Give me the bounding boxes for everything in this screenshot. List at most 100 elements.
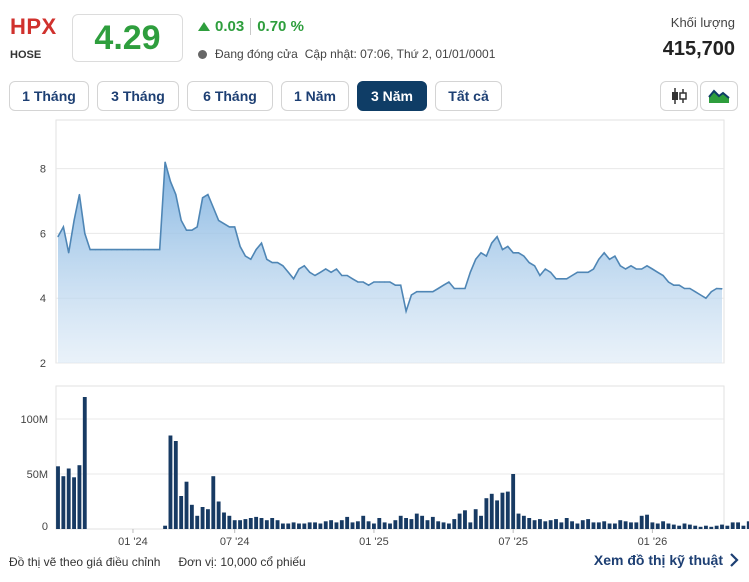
volume-bar <box>82 397 87 529</box>
price-point <box>346 274 348 277</box>
volume-bar <box>452 519 457 529</box>
price-point <box>410 294 413 296</box>
volume-bar <box>425 520 430 529</box>
volume-bar <box>661 521 666 529</box>
price-point <box>110 249 113 251</box>
chevron-right-icon <box>730 553 739 567</box>
price-point <box>421 291 423 293</box>
price-point <box>218 219 220 222</box>
volume-bar <box>275 520 280 529</box>
volume-bar <box>634 522 639 529</box>
price-point <box>662 274 664 277</box>
price-point <box>73 219 75 222</box>
volume-bar <box>211 476 216 529</box>
volume-bar <box>709 526 714 529</box>
volume-bar <box>179 496 184 529</box>
price-point <box>426 291 429 293</box>
price-point <box>159 249 161 251</box>
volume-bar <box>393 520 398 529</box>
price-point <box>485 255 487 257</box>
tab-1-year[interactable]: 1 Năm <box>281 81 349 111</box>
price-tick-label: 4 <box>40 293 46 305</box>
price-point <box>148 249 150 251</box>
volume-value: 415,700 <box>662 38 735 60</box>
price-point <box>367 284 370 286</box>
volume-bar <box>56 466 60 529</box>
price-point <box>716 287 718 290</box>
area-chart-button[interactable] <box>700 81 738 111</box>
unit-note: Đơn vị: 10,000 cổ phiếu <box>178 555 306 569</box>
volume-bar <box>404 518 408 529</box>
price-point <box>571 274 573 277</box>
volume-tick-label: 0 <box>42 521 48 533</box>
price-change: 0.03 0.70 % <box>198 18 304 35</box>
volume-bar <box>355 521 360 529</box>
price-point <box>287 271 289 273</box>
volume-bar <box>436 521 441 529</box>
price-point <box>689 287 691 290</box>
volume-bar <box>77 465 82 529</box>
tab-1-month[interactable]: 1 Tháng <box>9 81 89 111</box>
price-point <box>667 281 670 283</box>
volume-bar <box>559 522 564 529</box>
price-point <box>260 242 263 244</box>
volume-bar <box>409 519 414 529</box>
volume-bar <box>168 435 173 529</box>
volume-bar <box>538 519 542 529</box>
volume-bar <box>334 522 339 529</box>
volume-bar <box>398 515 403 529</box>
tab-6-months[interactable]: 6 Tháng <box>187 81 273 111</box>
technical-chart-link[interactable]: Xem đồ thị kỹ thuật <box>594 552 739 568</box>
volume-bar <box>677 525 682 529</box>
volume-bar <box>586 519 591 529</box>
volume-bar <box>323 521 328 529</box>
tab-3-months[interactable]: 3 Tháng <box>97 81 179 111</box>
price-panel: 2 4 6 8 <box>40 119 725 370</box>
price-point <box>533 265 536 267</box>
volume-bar <box>527 518 532 529</box>
price-point <box>78 193 81 196</box>
status-text: Đang đóng cửa <box>215 47 298 61</box>
volume-bar <box>730 522 735 529</box>
volume-bar <box>318 523 323 529</box>
price-point <box>62 226 64 228</box>
price-point <box>603 252 605 254</box>
volume-bar <box>232 520 237 529</box>
volume-bar <box>270 518 275 529</box>
volume-bar <box>72 477 76 529</box>
tab-all[interactable]: Tất cả <box>435 81 502 111</box>
volume-bar <box>329 520 334 529</box>
volume-bar <box>382 522 387 529</box>
price-point <box>699 294 702 296</box>
volume-bar <box>441 522 446 529</box>
volume-bar <box>746 521 749 529</box>
price-point <box>528 261 530 264</box>
price-point <box>608 258 611 260</box>
volume-bar <box>206 509 210 529</box>
price-point <box>169 180 172 183</box>
volume-bar <box>200 507 205 529</box>
volume-bar <box>580 520 585 529</box>
price-point <box>298 268 300 270</box>
candlestick-icon <box>672 88 687 104</box>
price-point <box>357 281 359 283</box>
price-point <box>319 271 321 273</box>
price-point <box>619 265 621 267</box>
price-point <box>592 268 595 270</box>
technical-chart-link-label: Xem đồ thị kỹ thuật <box>593 552 723 568</box>
volume-bar <box>66 468 71 529</box>
market-status: Đang đóng cửa Cập nhật: 07:06, Thứ 2, 01… <box>198 47 495 61</box>
price-point <box>646 265 648 267</box>
price-point <box>271 261 273 264</box>
price-point <box>630 265 632 267</box>
volume-bar <box>291 522 296 529</box>
candlestick-button[interactable] <box>660 81 698 111</box>
price-point <box>432 291 434 293</box>
price-point <box>201 197 204 199</box>
change-divider <box>250 18 252 35</box>
volume-bar <box>473 509 478 529</box>
price-point <box>523 255 525 257</box>
tab-3-years[interactable]: 3 Năm <box>357 81 427 111</box>
ticker-symbol: HPX <box>10 14 57 39</box>
